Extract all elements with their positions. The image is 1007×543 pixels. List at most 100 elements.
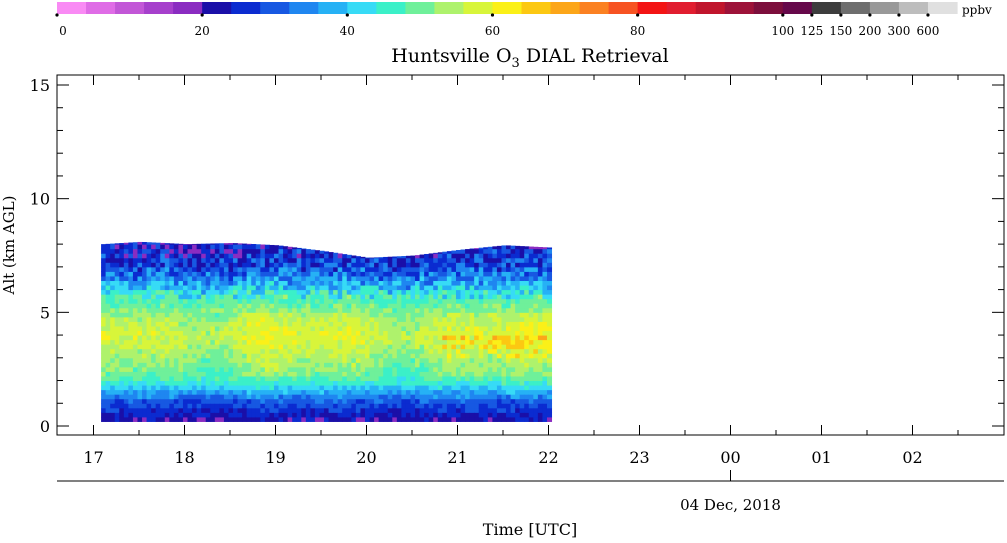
heatmap-cell: [510, 385, 516, 391]
heatmap-cell: [137, 339, 143, 345]
heatmap-cell: [369, 353, 375, 359]
heatmap-cell: [501, 412, 507, 418]
heatmap-cell: [524, 353, 530, 359]
heatmap-cell: [506, 271, 512, 277]
heatmap-cell: [419, 339, 425, 345]
heatmap-cell: [269, 289, 275, 295]
heatmap-cell: [415, 348, 421, 354]
heatmap-cell: [169, 248, 175, 254]
heatmap-cell: [346, 375, 352, 382]
heatmap-cell: [237, 244, 243, 250]
heatmap-cell: [524, 294, 530, 300]
heatmap-cell: [442, 366, 448, 372]
heatmap-cell: [255, 375, 261, 382]
heatmap-cell: [205, 275, 211, 282]
heatmap-cell: [378, 266, 384, 272]
heatmap-cell: [151, 257, 157, 263]
heatmap-cell: [364, 285, 371, 291]
heatmap-cell: [483, 403, 489, 409]
heatmap-cell: [205, 353, 211, 359]
heatmap-cell: [169, 403, 175, 409]
heatmap-cell: [533, 325, 539, 332]
heatmap-cell: [132, 316, 138, 322]
heatmap-cell: [478, 253, 484, 259]
heatmap-cell: [187, 298, 193, 304]
heatmap-cell: [287, 380, 293, 386]
heatmap-cell: [405, 280, 411, 286]
heatmap-cell: [383, 366, 389, 372]
heatmap-cell: [455, 353, 462, 359]
heatmap-cell: [415, 335, 421, 341]
heatmap-cell: [342, 353, 348, 359]
heatmap-cell: [396, 307, 402, 313]
heatmap-cell: [146, 412, 152, 418]
heatmap-cell: [196, 375, 202, 382]
heatmap-cell: [160, 266, 166, 272]
heatmap-cell: [114, 385, 120, 391]
heatmap-cell: [287, 312, 293, 318]
heatmap-cell: [405, 335, 411, 341]
heatmap-cell: [483, 412, 489, 418]
heatmap-cell: [528, 348, 534, 354]
colorbar-segment: [811, 2, 842, 14]
heatmap-cell: [137, 253, 143, 259]
heatmap-cell: [196, 289, 202, 295]
colorbar-tick-mark: [345, 13, 349, 17]
heatmap-cell: [242, 362, 248, 368]
heatmap-cell: [492, 353, 498, 359]
heatmap-cell: [119, 385, 125, 391]
heatmap-cell: [396, 362, 402, 368]
heatmap-cell: [378, 380, 384, 386]
heatmap-cell: [428, 298, 434, 304]
heatmap-cell: [437, 380, 443, 386]
heatmap-cell: [132, 294, 138, 300]
heatmap-cell: [455, 316, 462, 322]
heatmap-cell: [182, 362, 189, 368]
heatmap-cell: [419, 385, 425, 391]
heatmap-cell: [506, 298, 512, 304]
heatmap-cell: [296, 366, 302, 372]
heatmap-cell: [246, 248, 252, 254]
heatmap-cell: [492, 289, 498, 295]
heatmap-cell: [142, 416, 148, 422]
heatmap-cell: [546, 375, 553, 382]
heatmap-cell: [142, 380, 148, 386]
heatmap-cell: [292, 257, 298, 263]
heatmap-cell: [273, 375, 280, 382]
heatmap-cell: [205, 325, 211, 332]
heatmap-cell: [496, 366, 502, 372]
heatmap-cell: [273, 380, 280, 386]
heatmap-cell: [378, 412, 384, 418]
heatmap-cell: [537, 285, 543, 291]
heatmap-cell: [301, 339, 307, 345]
heatmap-cell: [132, 271, 138, 277]
heatmap-cell: [387, 298, 393, 304]
heatmap-cell: [228, 325, 234, 332]
heatmap-cell: [187, 389, 193, 395]
heatmap-cell: [242, 366, 248, 372]
heatmap-cell: [360, 348, 366, 354]
heatmap-cell: [210, 371, 216, 377]
heatmap-cell: [155, 303, 161, 309]
heatmap-cell: [446, 330, 452, 336]
heatmap-cell: [378, 285, 384, 291]
heatmap-cell: [446, 266, 452, 272]
heatmap-cell: [219, 407, 225, 413]
heatmap-cell: [528, 275, 534, 282]
heatmap-cell: [310, 266, 316, 272]
heatmap-cell: [396, 403, 402, 409]
heatmap-cell: [192, 339, 198, 345]
heatmap-cell: [465, 398, 471, 404]
heatmap-cell: [437, 407, 443, 413]
heatmap-cell: [515, 321, 521, 327]
heatmap-cell: [324, 330, 330, 336]
heatmap-cell: [405, 375, 411, 382]
heatmap-cell: [410, 316, 416, 322]
heatmap-cell: [483, 253, 489, 259]
heatmap-cell: [455, 389, 462, 395]
heatmap-cell: [283, 321, 289, 327]
heatmap-cell: [169, 244, 175, 250]
heatmap-cell: [546, 262, 553, 268]
heatmap-cell: [283, 380, 289, 386]
heatmap-cell: [164, 321, 170, 327]
